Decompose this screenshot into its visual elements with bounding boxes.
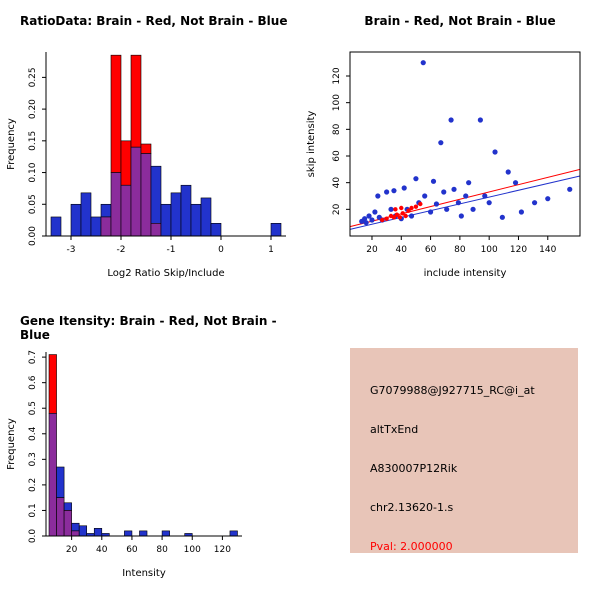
- svg-text:0.00: 0.00: [28, 226, 38, 246]
- gene-symbol-text: A830007P12Rik: [370, 462, 458, 475]
- svg-text:Log2 Ratio Skip/Include: Log2 Ratio Skip/Include: [107, 268, 224, 279]
- svg-text:-1: -1: [167, 245, 176, 255]
- ratio-histogram-title: RatioData: Brain - Red, Not Brain - Blue: [20, 14, 288, 28]
- svg-text:80: 80: [156, 545, 168, 555]
- svg-text:0.10: 0.10: [28, 162, 38, 182]
- svg-text:Frequency: Frequency: [6, 418, 17, 470]
- intensity-scatter-title: Brain - Red, Not Brain - Blue: [364, 14, 556, 28]
- svg-text:0.6: 0.6: [28, 375, 38, 390]
- svg-text:0.15: 0.15: [28, 131, 38, 151]
- svg-text:120: 120: [332, 67, 342, 84]
- gene-intensity-histogram: 20 40 60 80 100 120 0.0 0.1 0.2 0.3 0.4 0.5 0.6 0.7 In…: [6, 350, 242, 579]
- pval-text: Pval: 2.000000: [370, 540, 453, 553]
- svg-text:60: 60: [425, 245, 437, 255]
- ratio-histogram-panel: RatioData: Brain - Red, Not Brain - Blue…: [0, 0, 300, 300]
- svg-text:-2: -2: [117, 245, 126, 255]
- svg-text:40: 40: [396, 245, 408, 255]
- svg-text:20: 20: [66, 545, 78, 555]
- svg-text:0.20: 0.20: [28, 99, 38, 119]
- svg-text:Intensity: Intensity: [122, 568, 166, 579]
- svg-text:60: 60: [332, 150, 342, 162]
- svg-text:0.05: 0.05: [28, 194, 38, 214]
- probe-info-box: G7079988@J927715_RC@i_at altTxEnd A83000…: [350, 348, 578, 553]
- svg-text:0.1: 0.1: [28, 503, 38, 517]
- svg-text:0.25: 0.25: [28, 67, 38, 87]
- svg-text:60: 60: [126, 545, 138, 555]
- svg-text:120: 120: [510, 245, 527, 255]
- svg-text:-3: -3: [67, 245, 76, 255]
- svg-text:100: 100: [184, 545, 201, 555]
- intensity-scatter: 20 40 60 80 100 120 140 20 40 60 80 100 120 include i…: [306, 51, 581, 279]
- svg-text:0.0: 0.0: [28, 529, 38, 544]
- svg-text:0.5: 0.5: [28, 401, 38, 415]
- svg-text:100: 100: [481, 245, 498, 255]
- svg-text:80: 80: [454, 245, 466, 255]
- svg-text:100: 100: [332, 94, 342, 111]
- svg-text:0.3: 0.3: [28, 452, 38, 466]
- svg-text:0.4: 0.4: [28, 426, 38, 441]
- svg-text:0.7: 0.7: [28, 350, 38, 364]
- svg-text:120: 120: [214, 545, 231, 555]
- gene-intensity-histogram-panel: Gene Itensity: Brain - Red, Not Brain - …: [0, 300, 300, 600]
- svg-text:0: 0: [218, 245, 224, 255]
- chromosome-location-text: chr2.13620-1.s: [370, 501, 454, 514]
- gene-intensity-histogram-title: Gene Itensity: Brain - Red, Not Brain - …: [20, 314, 277, 342]
- svg-text:20: 20: [332, 203, 342, 215]
- svg-text:40: 40: [332, 177, 342, 189]
- svg-text:20: 20: [366, 245, 378, 255]
- svg-text:Frequency: Frequency: [6, 118, 17, 170]
- svg-text:skip intensity: skip intensity: [306, 111, 317, 178]
- probe-info-panel: G7079988@J927715_RC@i_at altTxEnd A83000…: [300, 300, 600, 600]
- splice-type-text: altTxEnd: [370, 423, 419, 436]
- svg-text:1: 1: [268, 245, 274, 255]
- svg-text:include intensity: include intensity: [424, 268, 507, 279]
- svg-text:140: 140: [539, 245, 556, 255]
- svg-text:0.2: 0.2: [28, 478, 38, 492]
- svg-text:40: 40: [96, 545, 108, 555]
- svg-text:80: 80: [332, 123, 342, 135]
- probe-id-text: G7079988@J927715_RC@i_at: [370, 384, 535, 397]
- ratio-histogram: -3 -2 -1 0 1 0.00 0.05 0.10 0.15 0.20 0.25 Log2 Rat…: [6, 52, 286, 279]
- intensity-scatter-panel: Brain - Red, Not Brain - Blue 20 40 60 80 10…: [300, 0, 600, 300]
